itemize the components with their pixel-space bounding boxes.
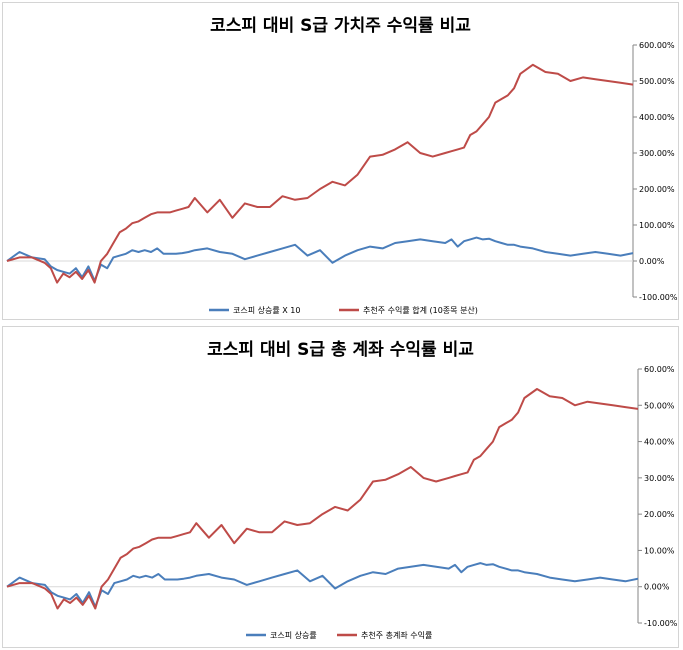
chart-title: 코스피 대비 S급 가치주 수익률 비교 <box>210 16 471 36</box>
y-tick-label: 60.00% <box>644 365 675 374</box>
portfolio-series-line <box>6 63 634 284</box>
kospi-series-line <box>6 236 634 282</box>
y-tick-label: 0.00% <box>639 257 665 266</box>
y-tick-label: 200.00% <box>639 185 675 194</box>
y-tick-label: 600.00% <box>639 41 675 50</box>
y-tick-label: 500.00% <box>639 77 675 86</box>
legend-label: 추천주 수익률 합계 (10종목 분산) <box>363 305 478 315</box>
y-tick-label: 400.00% <box>639 113 675 122</box>
y-tick-label: -100.00% <box>639 293 678 302</box>
chart-panel-top: 코스피 대비 S급 가치주 수익률 비교 -100.00% 0.00% 100.00… <box>2 2 679 320</box>
y-tick-label: 50.00% <box>644 401 675 410</box>
chart-title: 코스피 대비 S급 총 계좌 수익률 비교 <box>207 340 474 360</box>
kospi-series-line <box>6 562 639 608</box>
y-tick-label: 100.00% <box>639 221 675 230</box>
y-tick-label: 30.00% <box>644 474 675 483</box>
y-tick-label: 20.00% <box>644 510 675 519</box>
chart-plot-bottom: -10.00% 0.00% 10.00% 20.00% 30.00% 40.00% 50.0… <box>6 365 678 640</box>
legend-label: 추천주 총계좌 수익률 <box>361 630 432 640</box>
portfolio-series-line <box>6 388 639 610</box>
y-tick-label: 0.00% <box>644 583 670 592</box>
y-tick-label: 40.00% <box>644 438 675 447</box>
chart-panel-bottom: 코스피 대비 S급 총 계좌 수익률 비교 -10.00% 0.00% 10.00%… <box>2 326 679 648</box>
y-tick-label: 300.00% <box>639 149 675 158</box>
legend-label: 코스피 상승률 <box>270 630 317 640</box>
y-tick-label: -10.00% <box>644 619 678 628</box>
y-tick-label: 10.00% <box>644 546 675 555</box>
legend-label: 코스피 상승률 X 10 <box>233 305 300 315</box>
chart-plot-top: -100.00% 0.00% 100.00% 200.00% 300.00% 400.00… <box>6 41 678 315</box>
